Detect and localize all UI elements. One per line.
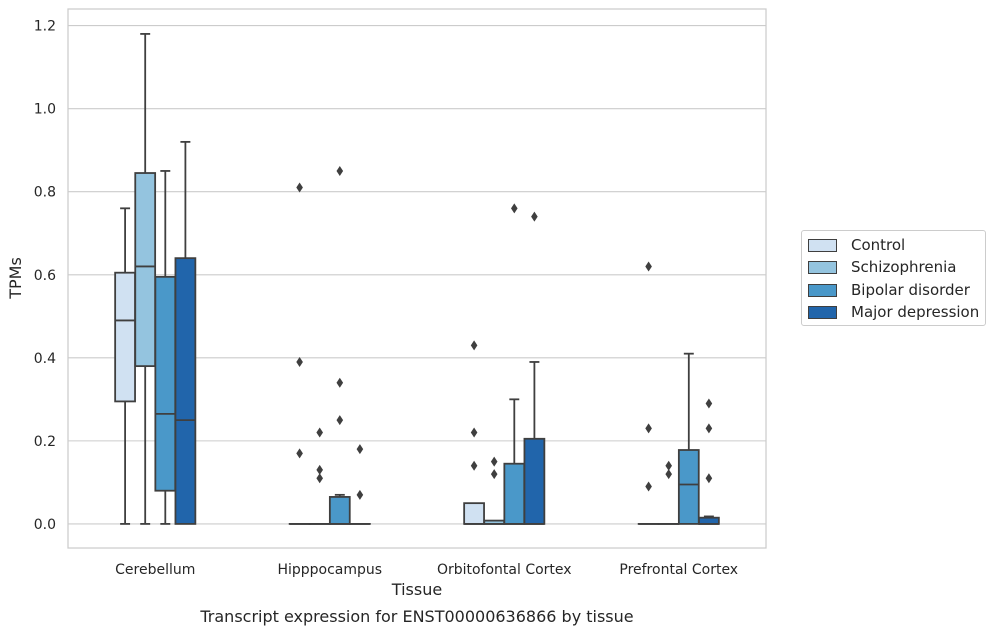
legend-label-control: Control <box>851 236 906 254</box>
box <box>134 172 157 368</box>
box-group <box>308 427 331 525</box>
box-group <box>483 456 506 525</box>
legend-item-control: Control <box>808 235 905 255</box>
outlier-point <box>511 203 518 214</box>
outlier-point <box>665 460 672 471</box>
legend: Control Schizophrenia Bipolar disorder M… <box>801 230 986 326</box>
outlier-point <box>336 377 344 388</box>
outlier-point <box>705 423 713 434</box>
box-group <box>328 165 351 525</box>
x-tick-label: Hipppocampus <box>277 562 382 578</box>
y-tick-label: 0.2 <box>34 434 56 450</box>
box-group <box>288 182 311 525</box>
plot-frame <box>67 8 767 549</box>
outlier-point <box>705 398 713 409</box>
y-tick-label: 0.8 <box>34 185 56 201</box>
outlier-point <box>490 456 498 467</box>
box <box>698 516 720 525</box>
legend-label-major-depression: Major depression <box>851 303 980 321</box>
box <box>154 275 177 492</box>
box-group <box>114 207 136 525</box>
outlier-point <box>665 469 672 480</box>
legend-item-bipolar-disorder: Bipolar disorder <box>808 280 970 300</box>
y-tick-label: 1.0 <box>34 102 56 118</box>
outlier-point <box>645 423 652 434</box>
outlier-point <box>705 473 713 484</box>
box <box>328 496 351 525</box>
outlier-point <box>356 444 364 455</box>
outlier-point <box>316 473 323 484</box>
outlier-point <box>470 460 478 471</box>
box-group <box>503 203 526 525</box>
legend-item-major-depression: Major depression <box>808 302 979 322</box>
legend-label-bipolar-disorder: Bipolar disorder <box>851 281 970 299</box>
outlier-point <box>316 464 323 475</box>
outlier-point <box>645 481 652 492</box>
box-group <box>677 352 700 525</box>
outlier-point <box>470 427 478 438</box>
box <box>503 462 526 525</box>
legend-swatch-major-depression <box>808 305 837 319</box>
outlier-point <box>296 182 303 193</box>
box <box>463 502 485 525</box>
y-tick-label: 0.4 <box>34 351 56 367</box>
chart-title: Transcript expression for ENST0000063686… <box>199 607 633 626</box>
y-tick-labels: 0.0 0.2 0.4 0.6 0.8 1.0 1.2 <box>34 19 56 533</box>
outlier-point <box>296 356 303 367</box>
outlier-point <box>470 340 478 351</box>
box-group <box>463 340 485 525</box>
box-group <box>134 33 157 525</box>
legend-swatch-control <box>808 238 837 252</box>
box-group <box>349 444 371 525</box>
x-tick-labels: Cerebellum Hipppocampus Orbitofontal Corte… <box>115 562 738 578</box>
legend-label-schizophrenia: Schizophrenia <box>851 258 957 276</box>
x-tick-label: Orbitofontal Cortex <box>437 562 572 578</box>
x-axis-title: Tissue <box>391 580 442 599</box>
outlier-point <box>490 469 498 480</box>
y-tick-label: 1.2 <box>34 19 56 35</box>
outlier-point <box>531 211 538 222</box>
y-tick-label: 0.6 <box>34 268 56 284</box>
legend-item-schizophrenia: Schizophrenia <box>808 257 956 277</box>
y-tick-label: 0.0 <box>34 517 56 533</box>
box <box>114 271 136 403</box>
x-tick-label: Prefrontal Cortex <box>619 562 738 578</box>
legend-swatch-bipolar-disorder <box>808 283 837 297</box>
box-group <box>637 261 660 525</box>
box <box>523 437 546 525</box>
box-group <box>698 398 720 525</box>
outlier-point <box>296 448 303 459</box>
outlier-point <box>336 165 344 176</box>
outlier-point <box>645 261 652 272</box>
box <box>174 257 197 525</box>
legend-swatch-schizophrenia <box>808 260 837 274</box>
boxes <box>114 33 720 525</box>
box-group <box>523 211 546 525</box>
box-group <box>154 170 177 525</box>
y-axis-title: TPMs <box>6 257 25 300</box>
x-tick-label: Cerebellum <box>115 562 195 578</box>
box-group <box>657 460 680 525</box>
box-group <box>174 140 197 525</box>
outlier-point <box>356 489 364 500</box>
box <box>677 449 700 525</box>
outlier-point <box>316 427 323 438</box>
outlier-point <box>336 415 344 426</box>
